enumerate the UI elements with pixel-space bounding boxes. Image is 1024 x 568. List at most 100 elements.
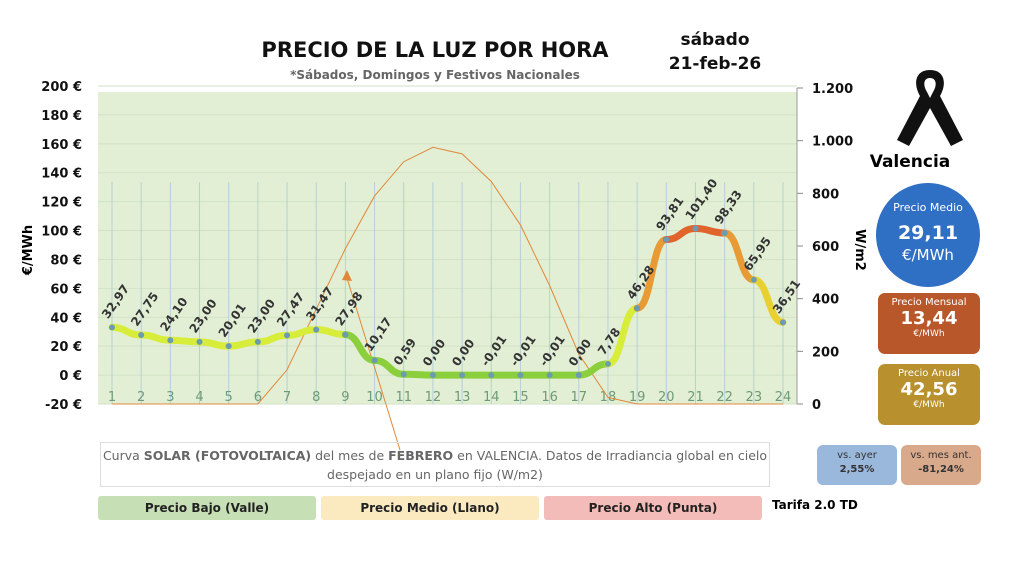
y-tick-label: 20 € — [50, 340, 82, 355]
y-tick-label: 60 € — [50, 282, 82, 297]
solar-note: Curva SOLAR (FOTOVOLTAICA) del mes de FE… — [100, 442, 770, 487]
y-axis-title: €/MWh — [21, 225, 36, 276]
y-tick-label: 160 € — [41, 138, 82, 153]
y-tick-label: 180 € — [41, 109, 82, 124]
x-tick-label: 14 — [483, 390, 500, 405]
x-tick-label: 9 — [341, 390, 349, 405]
x-tick-label: 8 — [312, 390, 320, 405]
precio-medio-badge: Precio Medio 29,11 €/MWh — [876, 183, 980, 287]
x-tick-label: 10 — [366, 390, 383, 405]
price-point — [342, 331, 349, 338]
price-point — [488, 372, 495, 379]
precio-mensual-badge: Precio Mensual 13,44 €/MWh — [878, 293, 980, 354]
precio-mensual-label: Precio Mensual — [891, 297, 967, 308]
solar-annotation-arrow — [346, 277, 401, 451]
x-tick-label: 17 — [571, 390, 588, 405]
y2-tick-label: 600 — [812, 240, 839, 255]
precio-medio-unit: €/MWh — [902, 246, 954, 264]
y-tick-label: 0 € — [59, 369, 82, 384]
solar-line — [112, 146, 783, 405]
x-tick-label: 6 — [254, 390, 262, 405]
precio-mensual-value: 13,44 — [900, 308, 958, 329]
y-tick-label: 200 € — [41, 80, 82, 95]
legend-valle: Precio Bajo (Valle) — [98, 496, 316, 520]
x-tick-label: 5 — [225, 390, 233, 405]
precio-anual-unit: €/MWh — [913, 400, 945, 410]
note-bold: FEBRERO — [388, 448, 454, 463]
legend-llano: Precio Medio (Llano) — [321, 496, 539, 520]
price-line-segment — [196, 338, 233, 350]
y-tick-label: -20 € — [45, 398, 82, 413]
chart-subtitle: *Sábados, Domingos y Festivos Nacionales — [290, 68, 580, 82]
vs-mes-value: -81,24% — [918, 464, 964, 475]
price-point — [400, 371, 407, 378]
price-point — [109, 324, 115, 331]
precio-medio-label: Precio Medio — [893, 201, 963, 214]
price-line-segment — [166, 336, 204, 346]
x-tick-label: 4 — [195, 390, 203, 405]
city-label: Valencia — [869, 152, 951, 172]
vs-mes-label: vs. mes ant. — [910, 450, 972, 461]
price-line-segment — [750, 276, 787, 326]
price-point — [750, 276, 757, 283]
price-point — [284, 332, 291, 339]
price-point — [634, 305, 641, 312]
price-point — [167, 337, 174, 344]
vs-ayer-value: 2,55% — [839, 464, 875, 475]
price-point — [721, 229, 728, 236]
price-point — [663, 236, 670, 243]
price-point — [517, 372, 524, 379]
y2-tick-label: 0 — [812, 398, 821, 413]
price-point — [604, 360, 611, 367]
legend-punta: Precio Alto (Punta) — [544, 496, 762, 520]
price-line-segment — [604, 304, 641, 368]
x-tick-label: 21 — [687, 390, 704, 405]
price-line-segment — [400, 370, 437, 379]
chart-title: PRECIO DE LA LUZ POR HORA — [261, 38, 609, 62]
y2-axis-title: W/m2 — [852, 229, 867, 271]
x-tick-label: 24 — [775, 390, 792, 405]
precio-anual-value: 42,56 — [900, 379, 958, 400]
y-tick-label: 80 € — [50, 253, 82, 268]
x-tick-label: 7 — [283, 390, 291, 405]
note-text: en VALENCIA. Datos de Irradiancia global… — [327, 448, 768, 482]
y2-tick-label: 200 — [812, 345, 839, 360]
price-point — [692, 225, 699, 232]
x-tick-label: 2 — [137, 390, 145, 405]
price-point — [459, 372, 466, 379]
x-tick-label: 12 — [425, 390, 442, 405]
price-point — [575, 372, 582, 379]
precio-anual-badge: Precio Anual 42,56 €/MWh — [878, 364, 980, 425]
note-bold: SOLAR (FOTOVOLTAICA) — [143, 448, 312, 463]
y2-tick-label: 800 — [812, 187, 839, 202]
y-tick-label: 120 € — [41, 196, 82, 211]
price-point — [371, 357, 378, 364]
price-point — [313, 326, 320, 333]
price-line-segment — [721, 229, 758, 284]
precio-anual-label: Precio Anual — [898, 368, 960, 379]
x-tick-label: 19 — [629, 390, 646, 405]
x-tick-label: 16 — [541, 390, 558, 405]
y-tick-label: 140 € — [41, 167, 82, 182]
day-label: sábado — [680, 30, 750, 50]
price-point — [138, 331, 145, 338]
precio-mensual-unit: €/MWh — [913, 329, 945, 339]
y-tick-label: 100 € — [41, 225, 82, 240]
price-point — [225, 343, 232, 350]
y-tick-label: 40 € — [50, 311, 82, 326]
x-tick-label: 13 — [454, 390, 471, 405]
date-label: 21-feb-26 — [668, 54, 762, 74]
arrowhead — [342, 270, 352, 281]
plot-area — [98, 92, 797, 404]
x-tick-label: 3 — [166, 390, 174, 405]
vs-ayer-label: vs. ayer — [837, 450, 877, 461]
vs-ayer-badge: vs. ayer 2,55% — [817, 445, 897, 485]
x-tick-label: 23 — [746, 390, 763, 405]
price-point — [780, 319, 786, 326]
x-tick-label: 22 — [716, 390, 733, 405]
price-point — [196, 338, 203, 345]
x-tick-label: 20 — [658, 390, 675, 405]
price-point — [254, 338, 261, 345]
y2-tick-label: 1.200 — [812, 82, 853, 97]
